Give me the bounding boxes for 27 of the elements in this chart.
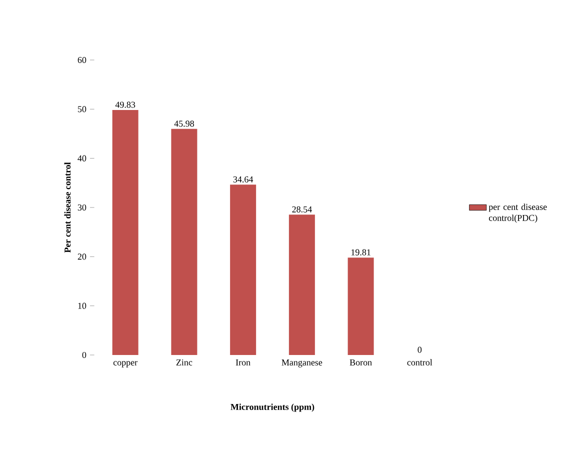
x-axis-title: Micronutrients (ppm) <box>230 404 314 412</box>
y-tick-label: 0 <box>82 352 86 358</box>
x-tick-label: Iron <box>236 360 250 366</box>
data-label: 49.83 <box>115 102 136 108</box>
x-tick-label: Boron <box>350 360 372 366</box>
y-tick-label: 60 <box>78 56 86 64</box>
y-tick-label: 40 <box>78 155 86 162</box>
bar <box>230 184 256 355</box>
x-tick-label: copper <box>113 361 138 368</box>
y-tick-label: 30 <box>78 204 86 211</box>
data-label: 0 <box>418 346 422 353</box>
data-label: 28.54 <box>292 206 312 212</box>
bar <box>112 110 138 355</box>
x-tick-label: Zinc <box>176 359 192 366</box>
data-label: 34.64 <box>233 176 254 182</box>
bar <box>348 258 374 355</box>
data-label: 45.98 <box>174 120 194 127</box>
bar <box>288 214 315 355</box>
y-axis-title: Per cent disease control <box>64 162 71 253</box>
y-tick-label: 50 <box>78 106 86 112</box>
y-tick-label: 20 <box>78 254 86 260</box>
legend-label: per cent disease control(PDC) <box>488 204 547 223</box>
x-tick-label: Manganese <box>282 360 322 368</box>
bar <box>171 128 198 355</box>
data-label: 19.81 <box>351 249 370 256</box>
y-tick-label: 10 <box>78 302 86 309</box>
x-tick-label: control <box>407 359 432 366</box>
